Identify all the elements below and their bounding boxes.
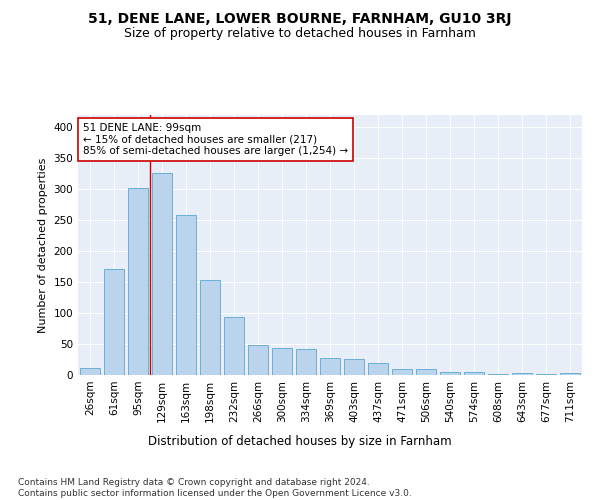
Bar — [128, 188, 148, 375]
Bar — [296, 349, 316, 375]
Text: Distribution of detached houses by size in Farnham: Distribution of detached houses by size … — [148, 435, 452, 448]
Text: 51 DENE LANE: 99sqm
← 15% of detached houses are smaller (217)
85% of semi-detac: 51 DENE LANE: 99sqm ← 15% of detached ho… — [83, 123, 348, 156]
Bar — [440, 372, 460, 375]
Bar — [368, 362, 388, 375]
Bar — [176, 216, 196, 375]
Bar — [488, 374, 508, 375]
Bar — [560, 373, 580, 375]
Bar — [104, 268, 124, 375]
Text: Contains HM Land Registry data © Crown copyright and database right 2024.
Contai: Contains HM Land Registry data © Crown c… — [18, 478, 412, 498]
Bar — [80, 368, 100, 375]
Bar — [512, 373, 532, 375]
Bar — [464, 372, 484, 375]
Bar — [392, 369, 412, 375]
Bar — [248, 344, 268, 375]
Bar — [344, 359, 364, 375]
Text: 51, DENE LANE, LOWER BOURNE, FARNHAM, GU10 3RJ: 51, DENE LANE, LOWER BOURNE, FARNHAM, GU… — [88, 12, 512, 26]
Text: Size of property relative to detached houses in Farnham: Size of property relative to detached ho… — [124, 28, 476, 40]
Bar — [200, 280, 220, 375]
Bar — [416, 370, 436, 375]
Y-axis label: Number of detached properties: Number of detached properties — [38, 158, 48, 332]
Bar — [272, 348, 292, 375]
Bar — [320, 358, 340, 375]
Bar — [224, 318, 244, 375]
Bar — [536, 374, 556, 375]
Bar — [152, 172, 172, 375]
